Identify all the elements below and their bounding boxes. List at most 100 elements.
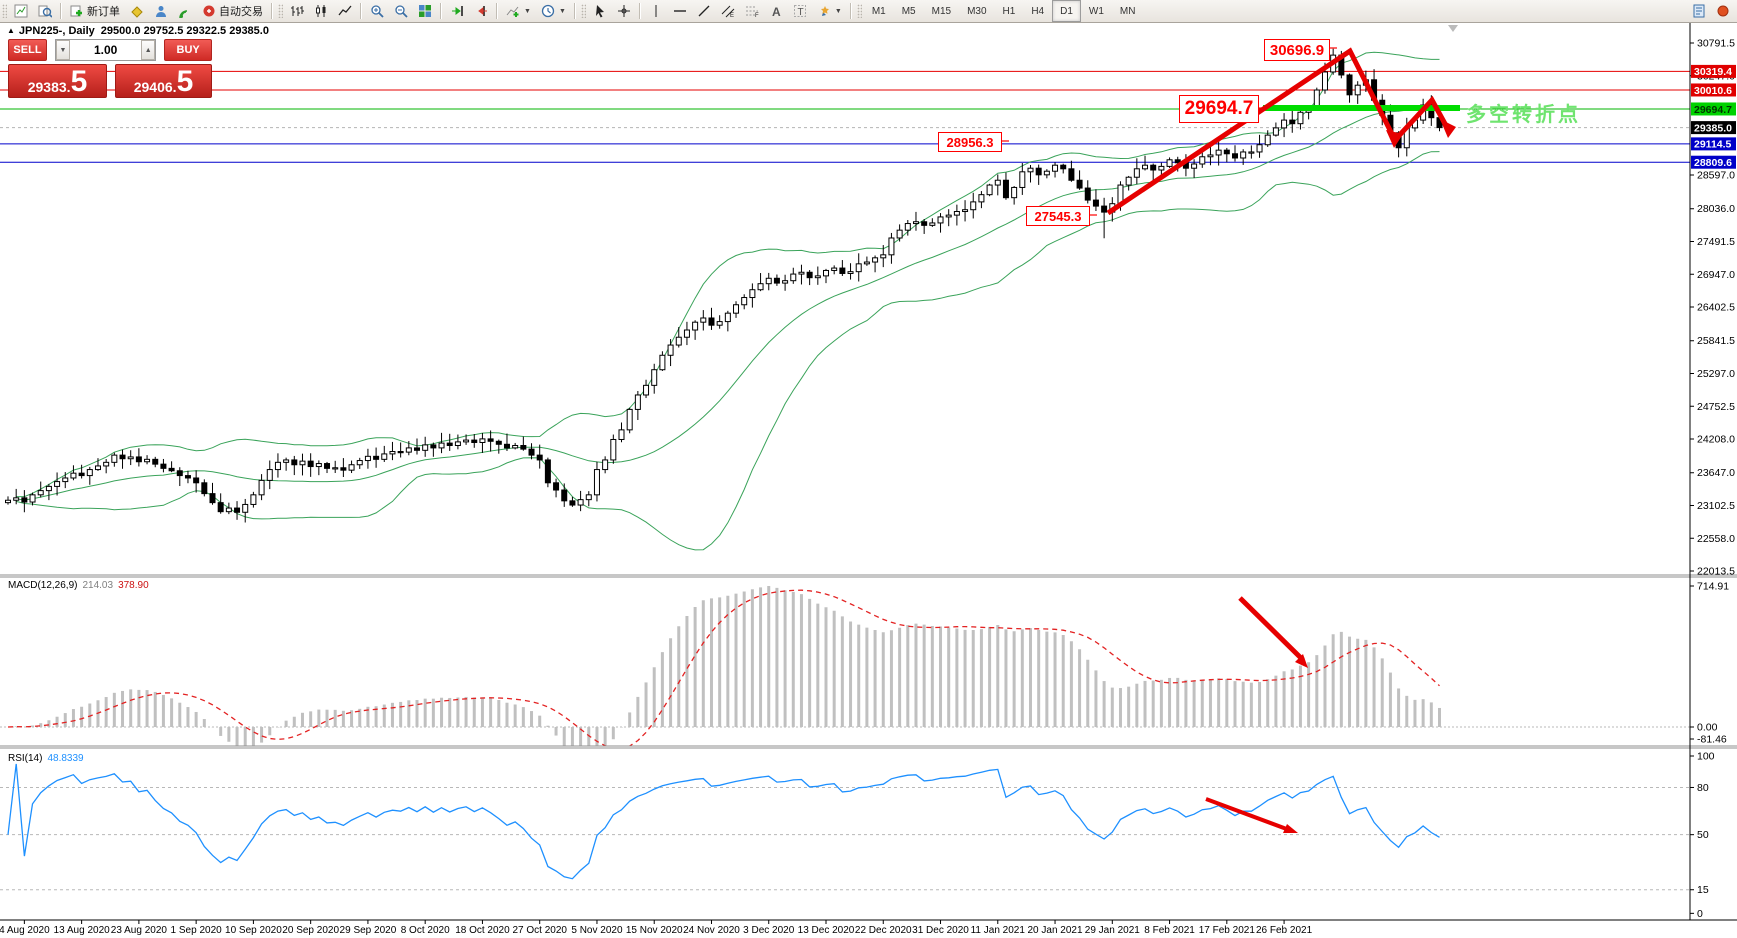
timeframe-d1-button[interactable]: D1 bbox=[1052, 0, 1081, 22]
svg-text:29694.7: 29694.7 bbox=[1694, 104, 1732, 116]
svg-text:23647.0: 23647.0 bbox=[1697, 467, 1735, 479]
one-click-collapse-icon[interactable]: ▲ bbox=[7, 26, 15, 35]
line-chart-button[interactable] bbox=[334, 0, 356, 22]
toolbar-group: 新订单 自动交易 bbox=[65, 0, 268, 22]
line-chart-icon bbox=[338, 5, 352, 16]
vertical-line-button[interactable] bbox=[645, 0, 667, 22]
timeframe-m5-button[interactable]: M5 bbox=[901, 5, 916, 17]
chevron-down-icon[interactable]: ▼ bbox=[558, 7, 566, 15]
toolbar-group bbox=[9, 0, 57, 22]
time-axis[interactable]: 4 Aug 2020 13 Aug 2020 23 Aug 2020 1 Sep 20… bbox=[0, 920, 1313, 936]
fibo-f-icon: F bbox=[745, 6, 759, 18]
callout-support-mid: 28956.3 bbox=[938, 132, 1002, 152]
docs-button[interactable] bbox=[1688, 0, 1710, 22]
svg-text:20 Jan 2021: 20 Jan 2021 bbox=[1028, 925, 1083, 936]
horizontal-level-lines bbox=[0, 70, 1690, 163]
svg-text:0: 0 bbox=[1697, 908, 1703, 920]
toolbar-drag-handle[interactable] bbox=[580, 4, 586, 18]
buy-price-dot: . bbox=[172, 79, 177, 95]
order-plus-icon bbox=[70, 5, 82, 17]
text-label-button[interactable]: T bbox=[789, 0, 811, 22]
svg-text:22013.5: 22013.5 bbox=[1697, 566, 1735, 578]
volume-input[interactable]: 1.00 bbox=[93, 43, 118, 57]
toolbar-group bbox=[445, 0, 493, 22]
community-button[interactable] bbox=[150, 0, 172, 22]
toolbar-group bbox=[365, 0, 437, 22]
arrowhead-icon bbox=[1283, 824, 1298, 833]
svg-text:E: E bbox=[730, 13, 734, 18]
zoom-out-button[interactable] bbox=[390, 0, 412, 22]
doc-blue-icon bbox=[1693, 4, 1705, 18]
chart-shift-marker[interactable] bbox=[1448, 25, 1458, 32]
bar-chart-button[interactable] bbox=[286, 0, 308, 22]
sell-button[interactable]: SELL bbox=[8, 39, 47, 61]
timeframe-h4-button[interactable]: H4 bbox=[1031, 5, 1045, 17]
toolbar-drag-handle[interactable] bbox=[278, 4, 283, 18]
timeframe-w1-button[interactable]: W1 bbox=[1088, 5, 1104, 17]
svg-text:8 Oct 2020: 8 Oct 2020 bbox=[401, 925, 450, 936]
svg-text:29 Jan 2021: 29 Jan 2021 bbox=[1085, 925, 1140, 936]
record-button[interactable] bbox=[1712, 0, 1734, 22]
svg-text:22 Dec 2020: 22 Dec 2020 bbox=[855, 925, 912, 936]
timeframe-m1-button[interactable]: M1 bbox=[871, 5, 886, 17]
new-chart-button[interactable] bbox=[10, 0, 32, 22]
timeframe-m30-button[interactable]: M30 bbox=[967, 5, 987, 17]
rsi-pane bbox=[0, 763, 1690, 891]
chevron-down-icon[interactable]: ▼ bbox=[524, 7, 531, 15]
sell-price-pips: 5 bbox=[70, 65, 88, 98]
buy-price-button[interactable]: 29406. 5 bbox=[115, 64, 212, 98]
indicators-button[interactable]: ▼ bbox=[502, 0, 535, 22]
svg-text:15: 15 bbox=[1697, 884, 1709, 896]
toolbar-drag-handle[interactable] bbox=[856, 4, 862, 18]
periods-button[interactable]: ▼ bbox=[537, 0, 570, 22]
turning-point-text: 多空转折点 bbox=[1466, 104, 1581, 126]
horizontal-line-button[interactable] bbox=[669, 0, 691, 22]
text-button[interactable]: A bbox=[765, 0, 787, 22]
arrows-shapes-button[interactable]: ▼ bbox=[813, 0, 846, 22]
svg-text:T: T bbox=[797, 7, 803, 18]
crosshair-button[interactable] bbox=[613, 0, 635, 22]
sell-price-button[interactable]: 29383. 5 bbox=[8, 64, 107, 98]
chevron-down-icon[interactable]: ▼ bbox=[834, 7, 842, 15]
svg-text:13 Dec 2020: 13 Dec 2020 bbox=[798, 925, 855, 936]
cursor-button[interactable] bbox=[589, 0, 611, 22]
fibonacci-button[interactable]: F bbox=[741, 0, 763, 22]
svg-text:0.00: 0.00 bbox=[1697, 722, 1718, 734]
signals-button[interactable] bbox=[174, 0, 196, 22]
price-axis[interactable]: 30791.530247.028597.028036.027491.526947… bbox=[1690, 38, 1735, 920]
trendline-button[interactable] bbox=[693, 0, 715, 22]
profiles-button[interactable] bbox=[34, 0, 56, 22]
chart-shift-button[interactable] bbox=[470, 0, 492, 22]
new-order-button[interactable]: 新订单 bbox=[66, 0, 124, 22]
volume-decrease-icon[interactable]: ▼ bbox=[55, 40, 70, 60]
tile-windows-button[interactable] bbox=[414, 0, 436, 22]
timeframe-mn-button[interactable]: MN bbox=[1119, 5, 1136, 17]
toolbar-separator bbox=[271, 3, 273, 19]
ohlc-values: 29500.0 29752.5 29322.5 29385.0 bbox=[100, 25, 269, 37]
crosshair-icon bbox=[617, 5, 630, 17]
svg-text:25841.5: 25841.5 bbox=[1697, 335, 1735, 347]
svg-text:A: A bbox=[772, 5, 781, 18]
svg-text:13 Aug 2020: 13 Aug 2020 bbox=[54, 925, 111, 936]
red-dot-icon bbox=[1717, 5, 1729, 17]
equidistant-channel-button[interactable]: E bbox=[717, 0, 739, 22]
timeframe-m15-button[interactable]: M15 bbox=[931, 5, 952, 17]
volume-spinner[interactable]: ▼ 1.00 ▲ bbox=[54, 39, 157, 61]
top-toolbar: 新订单 自动交易 ▼ ▼ E F A T ▼ M1 M5 M15 M30 H1 H4 D1 W1 MN bbox=[0, 0, 1737, 23]
auto-scroll-button[interactable] bbox=[446, 0, 468, 22]
buy-button[interactable]: BUY bbox=[164, 39, 212, 61]
svg-text:-81.46: -81.46 bbox=[1697, 734, 1727, 746]
autotrading-button[interactable]: 自动交易 bbox=[198, 0, 267, 22]
toolbar-separator bbox=[60, 3, 62, 19]
candlestick-chart-button[interactable] bbox=[310, 0, 332, 22]
history-center-button[interactable] bbox=[126, 0, 148, 22]
arrowhead-icon bbox=[1440, 119, 1456, 138]
volume-increase-icon[interactable]: ▲ bbox=[141, 40, 156, 60]
symbol-period-label: JPN225-, Daily bbox=[18, 25, 95, 37]
candlestick-series bbox=[5, 48, 1443, 523]
zoom-in-button[interactable] bbox=[366, 0, 388, 22]
timeframe-h1-button[interactable]: H1 bbox=[1002, 5, 1016, 17]
toolbar-drag-handle[interactable] bbox=[2, 4, 7, 18]
svg-text:29 Sep 2020: 29 Sep 2020 bbox=[340, 925, 397, 936]
